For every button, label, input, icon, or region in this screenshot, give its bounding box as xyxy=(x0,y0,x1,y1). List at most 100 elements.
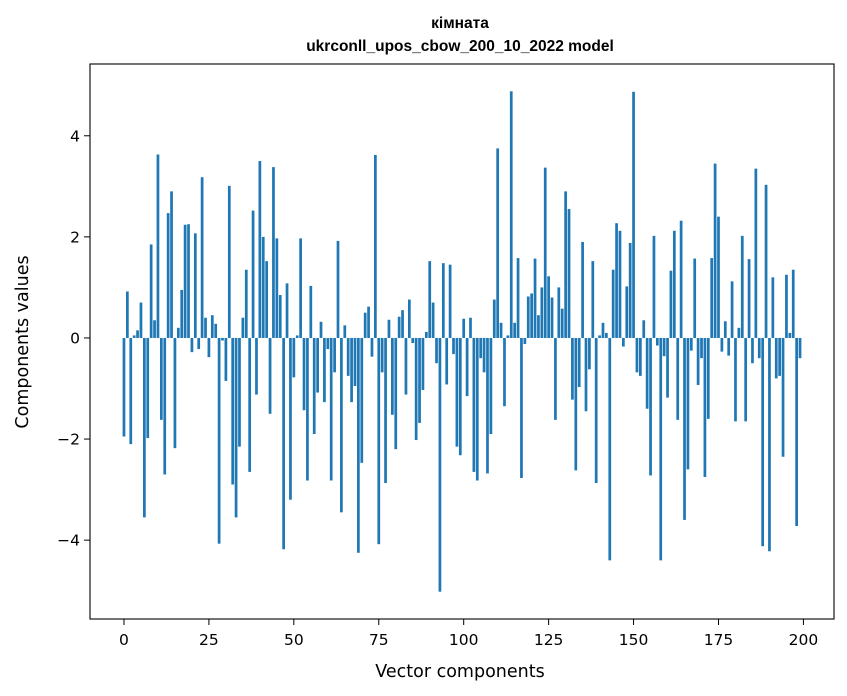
bar xyxy=(771,277,775,338)
bar xyxy=(666,337,669,398)
bar xyxy=(727,337,731,356)
bar xyxy=(207,337,211,358)
x-tick-label: 0 xyxy=(119,631,129,649)
bar xyxy=(357,337,360,553)
bar xyxy=(703,337,707,477)
bar xyxy=(781,337,785,457)
bar xyxy=(710,258,714,338)
bar xyxy=(598,335,601,338)
bar xyxy=(387,319,391,338)
bar xyxy=(231,337,235,485)
bar xyxy=(326,337,330,350)
bar xyxy=(499,322,503,338)
bar xyxy=(659,337,663,561)
bar xyxy=(689,337,693,351)
bar xyxy=(170,191,173,338)
bar xyxy=(217,337,221,544)
bar xyxy=(798,337,802,359)
bar xyxy=(380,337,384,373)
bar xyxy=(377,337,381,545)
bar xyxy=(278,295,282,338)
bar xyxy=(632,91,635,338)
bar xyxy=(190,337,194,353)
bar xyxy=(791,269,795,338)
bar xyxy=(197,337,201,350)
bar xyxy=(543,167,547,338)
bar xyxy=(146,337,150,439)
bar xyxy=(554,337,557,420)
bar xyxy=(584,337,588,412)
bar xyxy=(329,337,333,481)
bar xyxy=(472,337,476,472)
bar xyxy=(469,317,472,338)
bar xyxy=(323,337,326,403)
bar xyxy=(126,291,129,338)
bar xyxy=(785,274,788,338)
bar xyxy=(601,322,605,338)
y-axis-label: Components values xyxy=(13,255,33,428)
bar xyxy=(567,209,571,338)
bar xyxy=(693,258,697,338)
bar xyxy=(642,320,646,338)
chart-title: кімната xyxy=(431,15,489,32)
bar xyxy=(588,337,591,370)
bar xyxy=(717,216,720,338)
bar xyxy=(448,264,452,338)
bar xyxy=(523,337,527,345)
bar xyxy=(384,337,387,484)
bar xyxy=(751,337,754,364)
bar xyxy=(557,287,561,338)
bar xyxy=(370,337,374,357)
bar xyxy=(285,283,289,338)
bar xyxy=(581,241,584,338)
bar xyxy=(591,261,595,338)
bar xyxy=(452,337,455,355)
bar xyxy=(635,337,639,373)
bar xyxy=(244,269,248,338)
bar xyxy=(513,322,517,338)
bar xyxy=(319,321,323,338)
bar xyxy=(163,337,167,475)
bar xyxy=(159,337,163,420)
bar xyxy=(713,163,717,338)
x-tick-label: 150 xyxy=(619,631,649,649)
bar xyxy=(255,337,258,395)
bar xyxy=(431,302,435,338)
x-tick-label: 125 xyxy=(534,631,564,649)
bar xyxy=(204,317,207,338)
bar xyxy=(397,316,401,338)
bar xyxy=(611,269,615,338)
bar xyxy=(594,337,598,484)
bar xyxy=(740,235,744,338)
bar xyxy=(625,286,629,338)
bar xyxy=(241,317,245,338)
bar xyxy=(774,337,778,379)
bar xyxy=(526,296,530,338)
bar xyxy=(696,337,700,385)
bar xyxy=(679,220,683,338)
bar xyxy=(649,337,652,476)
bar xyxy=(560,308,564,338)
x-tick-label: 200 xyxy=(789,631,819,649)
y-tick-label: −4 xyxy=(57,532,80,550)
bar xyxy=(404,337,408,395)
bar xyxy=(475,337,479,481)
bar xyxy=(350,337,353,403)
bar xyxy=(683,337,686,520)
bar xyxy=(336,240,340,338)
bar xyxy=(221,337,224,341)
chart-subtitle: ukrconll_upos_cbow_200_10_2022 model xyxy=(306,38,614,55)
bar xyxy=(723,321,727,338)
bar xyxy=(662,337,666,357)
bar xyxy=(628,242,632,338)
bar xyxy=(482,337,486,373)
x-tick-label: 75 xyxy=(369,631,389,649)
bar xyxy=(394,337,398,450)
bar xyxy=(438,337,442,592)
bar xyxy=(176,327,180,338)
bar xyxy=(306,337,309,481)
bar xyxy=(761,337,765,547)
plot-frame xyxy=(89,63,835,620)
bar xyxy=(445,337,449,385)
bar xyxy=(550,297,554,338)
